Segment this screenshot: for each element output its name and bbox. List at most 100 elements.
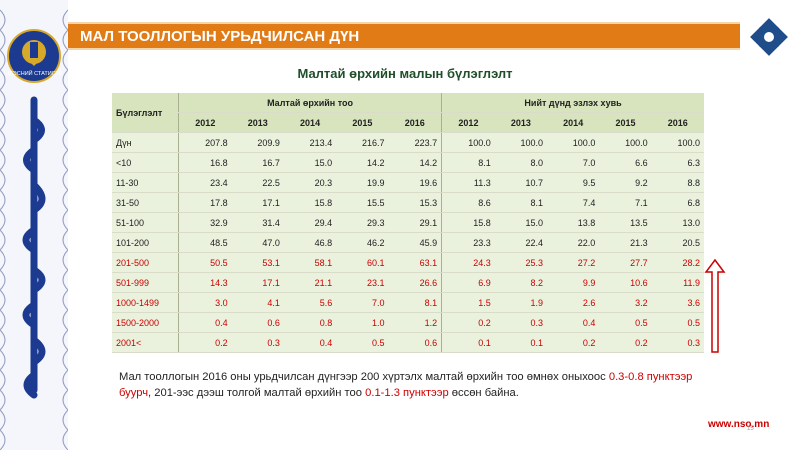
table-cell: 213.4 [283, 132, 337, 153]
year-header: 2014 [283, 112, 337, 133]
table-cell: 8.8 [651, 172, 704, 193]
table-cell: 7.0 [336, 292, 389, 313]
table-cell: 10.6 [599, 272, 652, 293]
table-cell: 0.4 [177, 312, 232, 333]
group-header: Бүлэглэлт [112, 93, 179, 133]
table-cell: 23.3 [441, 232, 495, 253]
table-cell: 8.1 [494, 192, 548, 213]
table-cell: 11.9 [651, 272, 704, 293]
table-cell: 60.1 [336, 252, 389, 273]
year-header: 2015 [599, 112, 652, 133]
table-cell: 9.9 [547, 272, 600, 293]
livestock-table: Бүлэглэлт Малтай өрхийн тоо Нийт дүнд эз… [112, 93, 704, 353]
table-cell: 17.1 [231, 272, 284, 293]
table-cell: 6.3 [651, 152, 704, 173]
year-header: 2014 [547, 112, 600, 133]
table-cell: 2.6 [547, 292, 600, 313]
website-link[interactable]: www.nso.mn [708, 419, 770, 430]
table-cell: 3.0 [177, 292, 232, 313]
table-cell: 45.9 [388, 232, 442, 253]
table-cell: 10.7 [494, 172, 548, 193]
table-cell: 0.3 [231, 332, 284, 353]
emblem-text: ҮНДЭСНИЙ СТАТИСТИК [6, 69, 62, 77]
table-cell: 4.1 [231, 292, 284, 313]
table-cell: 0.2 [547, 332, 600, 353]
table-row: 1000-1499 3.0 4.1 5.6 7.0 8.1 1.5 1.9 2.6 3.2 3.6 [112, 292, 704, 313]
table-cell: 7.0 [547, 152, 600, 173]
table-cell: 0.5 [599, 312, 652, 333]
table-cell: 1.2 [388, 312, 442, 333]
footnote-highlight1: 0.3-0.8 пунктээр буурч [119, 371, 693, 399]
row-label: Дүн [112, 132, 179, 153]
table-row: Дүн 207.8 209.9 213.4 216.7 223.7 100.0 100.0 10… [112, 132, 704, 153]
table-cell: 63.1 [388, 252, 442, 273]
row-label: 11-30 [112, 172, 179, 193]
table-row: 101-200 48.5 47.0 46.8 46.2 45.9 23.3 22.4 22.0 2… [112, 232, 704, 253]
table-cell: 9.2 [599, 172, 652, 193]
table-cell: 29.1 [388, 212, 442, 233]
table-cell: 207.8 [177, 132, 232, 153]
row-label: 31-50 [112, 192, 179, 213]
footnote-part5: өссөн байна. [448, 387, 519, 399]
up-arrow-icon [704, 258, 726, 353]
row-label: <10 [112, 152, 179, 173]
table-cell: 27.7 [599, 252, 652, 273]
table-cell: 216.7 [336, 132, 389, 153]
table-cell: 100.0 [547, 132, 600, 153]
table-cell: 47.0 [231, 232, 284, 253]
table-cell: 14.2 [336, 152, 389, 173]
table-cell: 0.8 [283, 312, 337, 333]
table-cell: 8.1 [388, 292, 442, 313]
table-cell: 23.1 [336, 272, 389, 293]
table-cell: 46.2 [336, 232, 389, 253]
table-cell: 8.6 [441, 192, 495, 213]
table-cell: 27.2 [547, 252, 600, 273]
footnote-highlight2: 0.1-1.3 пунктээр [365, 387, 449, 399]
year-header: 2013 [231, 112, 284, 133]
row-label: 1000-1499 [112, 292, 179, 313]
table-row: 51-100 32.9 31.4 29.4 29.3 29.1 15.8 15.0 13.8 13… [112, 212, 704, 233]
footnote-part3: , 201-ээс дээш толгой малтай өрхийн тоо [148, 387, 366, 399]
table-cell: 0.4 [547, 312, 600, 333]
table-cell: 3.6 [651, 292, 704, 313]
table-cell: 23.4 [177, 172, 232, 193]
table-cell: 20.3 [283, 172, 337, 193]
table-cell: 15.8 [283, 192, 337, 213]
table-cell: 1.5 [441, 292, 495, 313]
row-label: 201-500 [112, 252, 179, 273]
table-cell: 58.1 [283, 252, 337, 273]
table-cell: 0.2 [177, 332, 232, 353]
decorative-sidebar: ҮНДЭСНИЙ СТАТИСТИК [0, 0, 68, 450]
table-cell: 15.8 [441, 212, 495, 233]
table-cell: 28.2 [651, 252, 704, 273]
table-cell: 15.0 [283, 152, 337, 173]
table-cell: 100.0 [441, 132, 495, 153]
table-cell: 13.5 [599, 212, 652, 233]
table-cell: 14.2 [388, 152, 442, 173]
table-cell: 0.1 [494, 332, 548, 353]
row-label: 51-100 [112, 212, 179, 233]
table-row: 1500-2000 0.4 0.6 0.8 1.0 1.2 0.2 0.3 0.4 0.5 0.5 [112, 312, 704, 333]
table-cell: 0.6 [388, 332, 442, 353]
year-header: 2016 [388, 112, 442, 133]
table-cell: 0.2 [599, 332, 652, 353]
table-cell: 7.4 [547, 192, 600, 213]
table-cell: 9.5 [547, 172, 600, 193]
year-header: 2015 [336, 112, 389, 133]
table-cell: 11.3 [441, 172, 495, 193]
page-title: МАЛ ТООЛЛОГЫН УРЬДЧИЛСАН ДҮН [80, 28, 360, 45]
table-cell: 8.2 [494, 272, 548, 293]
table-cell: 15.5 [336, 192, 389, 213]
table-cell: 100.0 [599, 132, 652, 153]
table-cell: 0.2 [441, 312, 495, 333]
title-bar: МАЛ ТООЛЛОГЫН УРЬДЧИЛСАН ДҮН [68, 22, 740, 50]
table-cell: 48.5 [177, 232, 232, 253]
page-number: 15 [747, 426, 754, 432]
table-cell: 15.3 [388, 192, 442, 213]
table-cell: 8.1 [441, 152, 495, 173]
table-cell: 53.1 [231, 252, 284, 273]
year-header: 2016 [651, 112, 704, 133]
endless-knot-icon [750, 18, 788, 56]
row-label: 501-999 [112, 272, 179, 293]
table-cell: 6.8 [651, 192, 704, 213]
